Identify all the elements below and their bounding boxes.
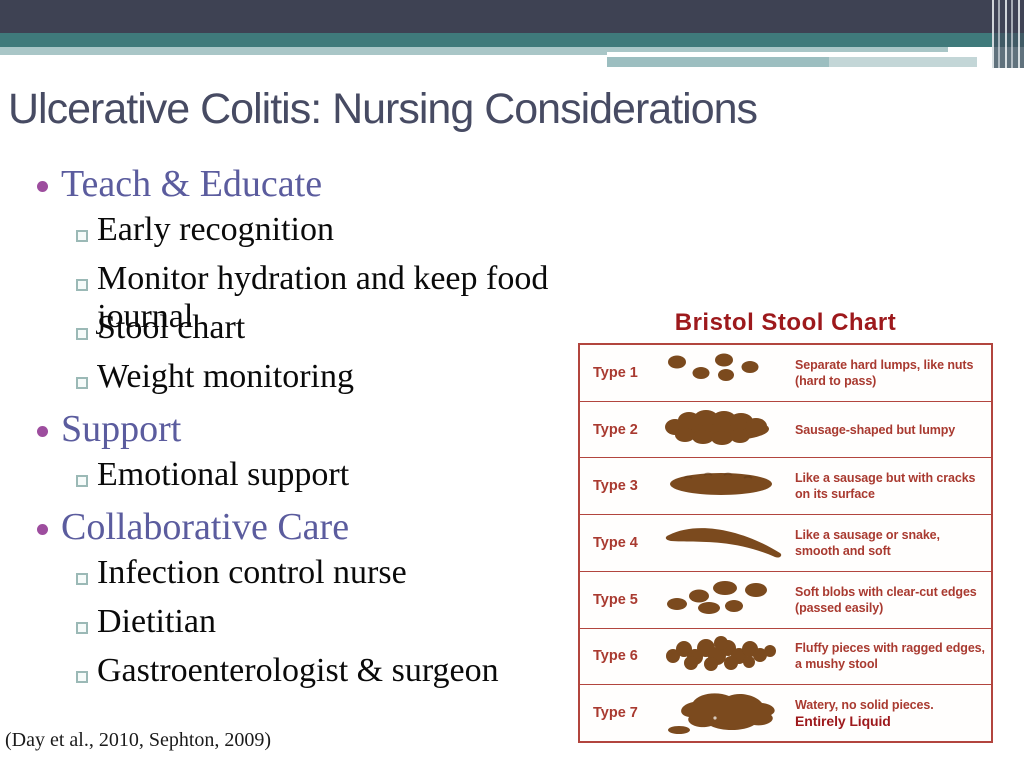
stool-chart-row-2: Type 2 Sausage-shaped but lumpy <box>580 400 991 458</box>
sub-bullet-emotional-support: Emotional support <box>0 456 600 505</box>
stool-type-2-illustration <box>659 405 795 455</box>
stool-type-label: Type 3 <box>593 478 638 495</box>
square-bullet-icon <box>76 229 88 242</box>
bullet-label: Infection control nurse <box>97 554 407 591</box>
stool-type-1-illustration <box>659 348 795 398</box>
stool-description: Separate hard lumps, like nuts (hard to … <box>795 357 974 388</box>
header-white-stripe <box>607 52 948 57</box>
stool-type-label: Type 1 <box>593 364 638 381</box>
citation: (Day et al., 2010, Sephton, 2009) <box>5 729 272 751</box>
stool-chart-row-5: Type 5 Soft blobs with clear-cut edges (… <box>580 570 991 628</box>
stool-type-label: Type 7 <box>593 705 638 722</box>
sub-bullet-early-recognition: Early recognition <box>0 211 600 260</box>
sub-bullet-infection-control-nurse: Infection control nurse <box>0 554 600 603</box>
bullet-dot-icon <box>37 181 48 192</box>
bullet-label: Emotional support <box>97 456 350 493</box>
stool-description: Fluffy pieces with ragged edges, a mushy… <box>795 641 985 672</box>
stool-chart-row-7: Type 7 Watery, no solid pieces. Entirely… <box>580 684 991 741</box>
bullet-label: Early recognition <box>97 211 334 248</box>
sub-bullet-dietitian: Dietitian <box>0 603 600 652</box>
square-bullet-icon <box>76 572 88 585</box>
bullet-list: Teach & Educate Early recognition Monito… <box>0 162 600 701</box>
stool-description-text: Watery, no solid pieces. <box>795 698 934 713</box>
header-offset-band-1 <box>607 57 829 67</box>
bullet-label: Support <box>61 408 182 450</box>
stool-description: Sausage-shaped but lumpy <box>795 422 956 437</box>
bullet-dot-icon <box>37 426 48 437</box>
bullet-label: Dietitian <box>97 603 216 640</box>
bullet-label: Weight monitoring <box>97 358 354 395</box>
header-pinstripes-decoration <box>992 0 1024 68</box>
sub-bullet-stool-chart: Stool chart <box>0 309 600 358</box>
bristol-stool-chart: Bristol Stool Chart Type 1 Separate hard… <box>578 308 993 743</box>
header-offset-band-2 <box>829 57 977 67</box>
stool-type-6-illustration <box>659 631 795 681</box>
square-bullet-icon <box>76 376 88 389</box>
square-bullet-icon <box>76 278 88 291</box>
header-teal-band <box>0 33 1024 47</box>
stool-chart-title: Bristol Stool Chart <box>674 309 897 336</box>
stool-description-emphasis: Entirely Liquid <box>795 713 891 730</box>
stool-type-label: Type 4 <box>593 535 638 552</box>
stool-description: Watery, no solid pieces. Entirely Liquid <box>795 697 991 729</box>
stool-chart-table: Type 1 Separate hard lumps, like nuts (h… <box>578 343 993 743</box>
stool-type-7-illustration <box>659 688 795 738</box>
bullet-item-support: Support <box>0 407 600 456</box>
bullet-label: Stool chart <box>97 309 246 346</box>
slide-title: Ulcerative Colitis: Nursing Consideratio… <box>8 85 758 133</box>
header-dark-band <box>0 0 1024 33</box>
bullet-item-teach-educate: Teach & Educate <box>0 162 600 211</box>
header-light-teal-band-left <box>0 47 607 55</box>
stool-type-5-illustration <box>659 575 795 625</box>
stool-chart-row-3: Type 3 Like a sausage but with cracks on… <box>580 457 991 514</box>
bullet-label: Monitor hydration and keep food journal <box>97 260 549 335</box>
bullet-label: Gastroenterologist & surgeon <box>97 652 499 689</box>
square-bullet-icon <box>76 621 88 634</box>
stool-description: Soft blobs with clear-cut edges (passed … <box>795 584 977 615</box>
stool-type-4-illustration <box>659 518 795 568</box>
stool-chart-row-1: Type 1 Separate hard lumps, like nuts (h… <box>580 345 991 401</box>
sub-bullet-monitor-hydration: Monitor hydration and keep food journal <box>0 260 600 335</box>
square-bullet-icon <box>76 670 88 683</box>
bullet-label: Teach & Educate <box>61 163 323 205</box>
stool-description: Like a sausage or snake, smooth and soft <box>795 528 940 559</box>
bullet-label: Collaborative Care <box>61 506 350 548</box>
stool-type-label: Type 2 <box>593 421 638 438</box>
sub-bullet-weight-monitoring: Weight monitoring <box>0 358 600 407</box>
header-light-teal-band-right <box>607 47 948 52</box>
sub-bullet-gastroenterologist-surgeon: Gastroenterologist & surgeon <box>0 652 600 701</box>
stool-type-3-illustration <box>659 461 795 511</box>
stool-chart-row-6: Type 6 Fluffy pieces with ragged edges, … <box>580 627 991 685</box>
stool-description: Like a sausage but with cracks on its su… <box>795 471 976 502</box>
stool-type-label: Type 6 <box>593 648 638 665</box>
stool-chart-row-4: Type 4 Like a sausage or snake, smooth a… <box>580 514 991 571</box>
stool-type-label: Type 5 <box>593 591 638 608</box>
square-bullet-icon <box>76 474 88 487</box>
bullet-dot-icon <box>37 524 48 535</box>
square-bullet-icon <box>76 327 88 340</box>
bullet-item-collaborative-care: Collaborative Care <box>0 505 600 554</box>
